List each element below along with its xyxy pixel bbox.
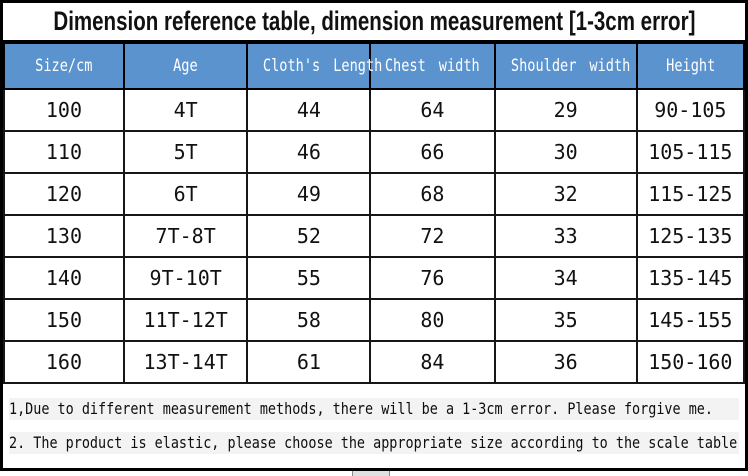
note-text: 2. The product is elastic, please choose… xyxy=(9,433,739,452)
column-header-5: Height xyxy=(635,40,746,90)
crop-artifact xyxy=(352,471,390,476)
table-cell: 58 xyxy=(246,298,372,342)
table-cell: 35 xyxy=(493,298,638,342)
table-cell: 44 xyxy=(246,88,372,132)
table-cell: 4T xyxy=(122,88,249,132)
column-header-label: Age xyxy=(173,56,198,76)
notes-section: 1,Due to different measurement methods, … xyxy=(3,384,745,468)
table-row: 130 7T-8T 52 72 33 125-135 xyxy=(3,214,746,258)
column-header-1: Age xyxy=(122,40,249,90)
table-cell: 145-155 xyxy=(635,298,746,342)
table-cell: 64 xyxy=(369,88,496,132)
table-cell: 36 xyxy=(493,340,638,384)
table-cell: 55 xyxy=(246,256,372,300)
table-row: 140 9T-10T 55 76 34 135-145 xyxy=(3,256,746,300)
table-cell: 115-125 xyxy=(635,172,746,216)
table-cell: 46 xyxy=(246,130,372,174)
column-header-label: Chest width xyxy=(385,56,480,76)
table-cell: 160 xyxy=(3,340,125,384)
table-cell: 68 xyxy=(369,172,496,216)
table-cell: 52 xyxy=(246,214,372,258)
table-cell: 90-105 xyxy=(635,88,746,132)
table-cell: 135-145 xyxy=(635,256,746,300)
table-cell: 66 xyxy=(369,130,496,174)
column-header-label: Size/cm xyxy=(35,56,93,76)
table-cell: 49 xyxy=(246,172,372,216)
size-table: Size/cm Age Cloth's Length Chest width Shoul… xyxy=(3,40,746,384)
table-cell: 100 xyxy=(3,88,125,132)
table-cell: 29 xyxy=(493,88,638,132)
table-row: 160 13T-14T 61 84 36 150-160 xyxy=(3,340,746,384)
table-cell: 84 xyxy=(369,340,496,384)
note-line: 1,Due to different measurement methods, … xyxy=(9,398,739,420)
table-cell: 105-115 xyxy=(635,130,746,174)
table-cell: 110 xyxy=(3,130,125,174)
column-header-label: Cloth's Length xyxy=(263,56,383,76)
table-cell: 130 xyxy=(3,214,125,258)
table-cell: 32 xyxy=(493,172,638,216)
note-line: 2. The product is elastic, please choose… xyxy=(9,432,739,454)
table-body: 100 4T 44 64 29 90-105 110 5T 46 66 30 105-115 120 6T… xyxy=(3,88,746,384)
table-cell: 5T xyxy=(122,130,249,174)
column-header-4: Shoulder width xyxy=(493,40,638,90)
table-cell: 72 xyxy=(369,214,496,258)
column-header-2: Cloth's Length xyxy=(246,40,383,90)
table-row: 120 6T 49 68 32 115-125 xyxy=(3,172,746,216)
table-cell: 34 xyxy=(493,256,638,300)
table-cell: 125-135 xyxy=(635,214,746,258)
title-bar: Dimension reference table, dimension mea… xyxy=(3,3,745,40)
table-cell: 11T-12T xyxy=(122,298,249,342)
header-row: Size/cm Age Cloth's Length Chest width Shoul… xyxy=(3,40,746,90)
table-cell: 150-160 xyxy=(635,340,746,384)
table-cell: 13T-14T xyxy=(122,340,249,384)
table-row: 100 4T 44 64 29 90-105 xyxy=(3,88,746,132)
table-cell: 140 xyxy=(3,256,125,300)
table-cell: 33 xyxy=(493,214,638,258)
table-cell: 150 xyxy=(3,298,125,342)
table-row: 110 5T 46 66 30 105-115 xyxy=(3,130,746,174)
table-cell: 30 xyxy=(493,130,638,174)
table-cell: 61 xyxy=(246,340,372,384)
table-row: 150 11T-12T 58 80 35 145-155 xyxy=(3,298,746,342)
page-title: Dimension reference table, dimension mea… xyxy=(52,6,696,36)
column-header-3: Chest width xyxy=(369,40,496,90)
note-text: 1,Due to different measurement methods, … xyxy=(9,399,713,418)
table-cell: 120 xyxy=(3,172,125,216)
table-cell: 9T-10T xyxy=(122,256,249,300)
table-cell: 76 xyxy=(369,256,496,300)
column-header-0: Size/cm xyxy=(3,40,125,90)
column-header-label: Shoulder width xyxy=(510,56,630,76)
table-cell: 7T-8T xyxy=(122,214,249,258)
column-header-label: Height xyxy=(665,56,715,76)
bottom-strip xyxy=(0,471,748,476)
table-cell: 6T xyxy=(122,172,249,216)
table-cell: 80 xyxy=(369,298,496,342)
